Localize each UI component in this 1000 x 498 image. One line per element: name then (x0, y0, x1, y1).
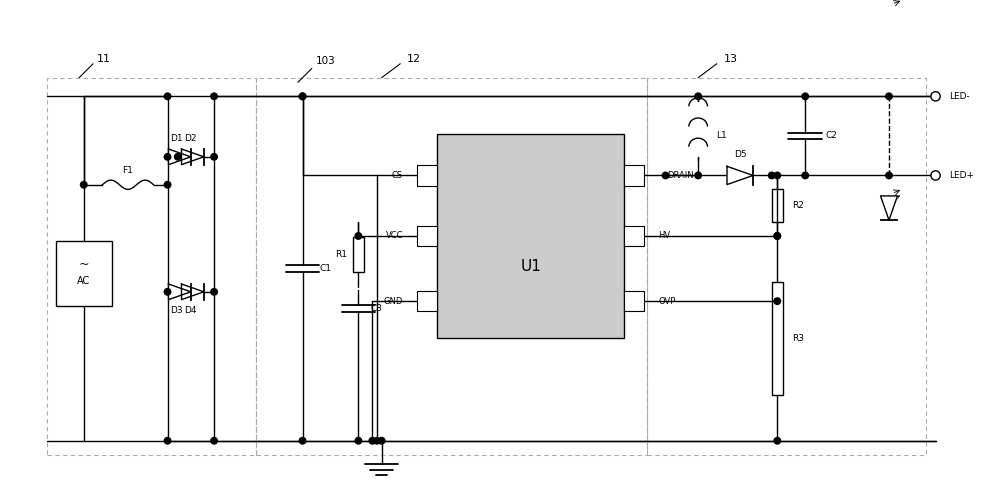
Bar (417, 165, 437, 186)
Bar (772, 189, 783, 222)
Circle shape (299, 93, 306, 100)
Text: C2: C2 (825, 131, 837, 140)
Text: 11: 11 (97, 54, 111, 64)
Circle shape (80, 181, 87, 188)
Text: R1: R1 (336, 250, 348, 259)
Circle shape (768, 172, 775, 179)
Text: 12: 12 (407, 54, 421, 64)
Circle shape (774, 298, 781, 304)
Circle shape (774, 172, 781, 179)
Text: AC: AC (77, 275, 90, 286)
Circle shape (211, 288, 217, 295)
Polygon shape (168, 284, 191, 300)
Text: R3: R3 (792, 334, 804, 343)
Polygon shape (881, 196, 897, 220)
Text: CS: CS (392, 171, 403, 180)
Text: 103: 103 (316, 56, 336, 66)
Circle shape (802, 93, 808, 100)
Circle shape (931, 92, 940, 101)
Circle shape (695, 93, 701, 100)
Circle shape (211, 153, 217, 160)
Circle shape (662, 172, 669, 179)
Circle shape (164, 153, 171, 160)
Bar (772, 282, 783, 395)
Polygon shape (181, 284, 204, 300)
Circle shape (774, 233, 781, 239)
Text: C3: C3 (371, 304, 383, 313)
Circle shape (299, 93, 306, 100)
Polygon shape (168, 149, 191, 165)
Text: ~: ~ (79, 257, 89, 270)
Text: LED-: LED- (950, 92, 970, 101)
Text: F1: F1 (123, 166, 133, 175)
Circle shape (164, 181, 171, 188)
Text: U1: U1 (520, 259, 541, 274)
Polygon shape (881, 1, 897, 25)
Circle shape (695, 172, 701, 179)
Circle shape (374, 438, 380, 444)
Bar (417, 226, 437, 246)
Circle shape (164, 288, 171, 295)
Text: LED+: LED+ (950, 171, 975, 180)
Circle shape (164, 93, 171, 100)
Text: C1: C1 (320, 264, 332, 273)
Text: R2: R2 (792, 201, 804, 210)
Text: D3: D3 (171, 306, 183, 315)
Circle shape (774, 233, 781, 239)
Circle shape (369, 438, 376, 444)
Circle shape (378, 438, 385, 444)
Circle shape (802, 172, 808, 179)
Text: HV: HV (658, 232, 670, 241)
Circle shape (886, 172, 892, 179)
Text: VCC: VCC (386, 232, 403, 241)
Text: GND: GND (384, 297, 403, 306)
Circle shape (299, 438, 306, 444)
Text: D1: D1 (171, 133, 183, 143)
Circle shape (355, 233, 362, 239)
Bar (256, 78, 647, 455)
Bar (56, 241, 112, 306)
Bar (47, 78, 256, 455)
Text: OVP: OVP (658, 297, 676, 306)
Text: DRAIN: DRAIN (667, 171, 694, 180)
Text: D5: D5 (734, 150, 746, 159)
Circle shape (932, 93, 939, 100)
Circle shape (932, 172, 939, 179)
Circle shape (931, 171, 940, 180)
Bar (417, 291, 437, 311)
Text: L1: L1 (716, 131, 727, 140)
Bar (437, 133, 624, 338)
Bar (624, 226, 644, 246)
Circle shape (886, 93, 892, 100)
Polygon shape (727, 166, 753, 185)
Circle shape (164, 438, 171, 444)
Circle shape (211, 438, 217, 444)
Text: D2: D2 (184, 133, 196, 143)
Text: 13: 13 (724, 54, 738, 64)
Bar (647, 78, 926, 455)
Bar (353, 237, 364, 272)
Circle shape (211, 93, 217, 100)
Circle shape (175, 153, 181, 160)
Bar (624, 165, 644, 186)
Circle shape (774, 438, 781, 444)
Polygon shape (181, 149, 204, 165)
Text: D4: D4 (184, 306, 196, 315)
Bar (624, 291, 644, 311)
Circle shape (355, 438, 362, 444)
